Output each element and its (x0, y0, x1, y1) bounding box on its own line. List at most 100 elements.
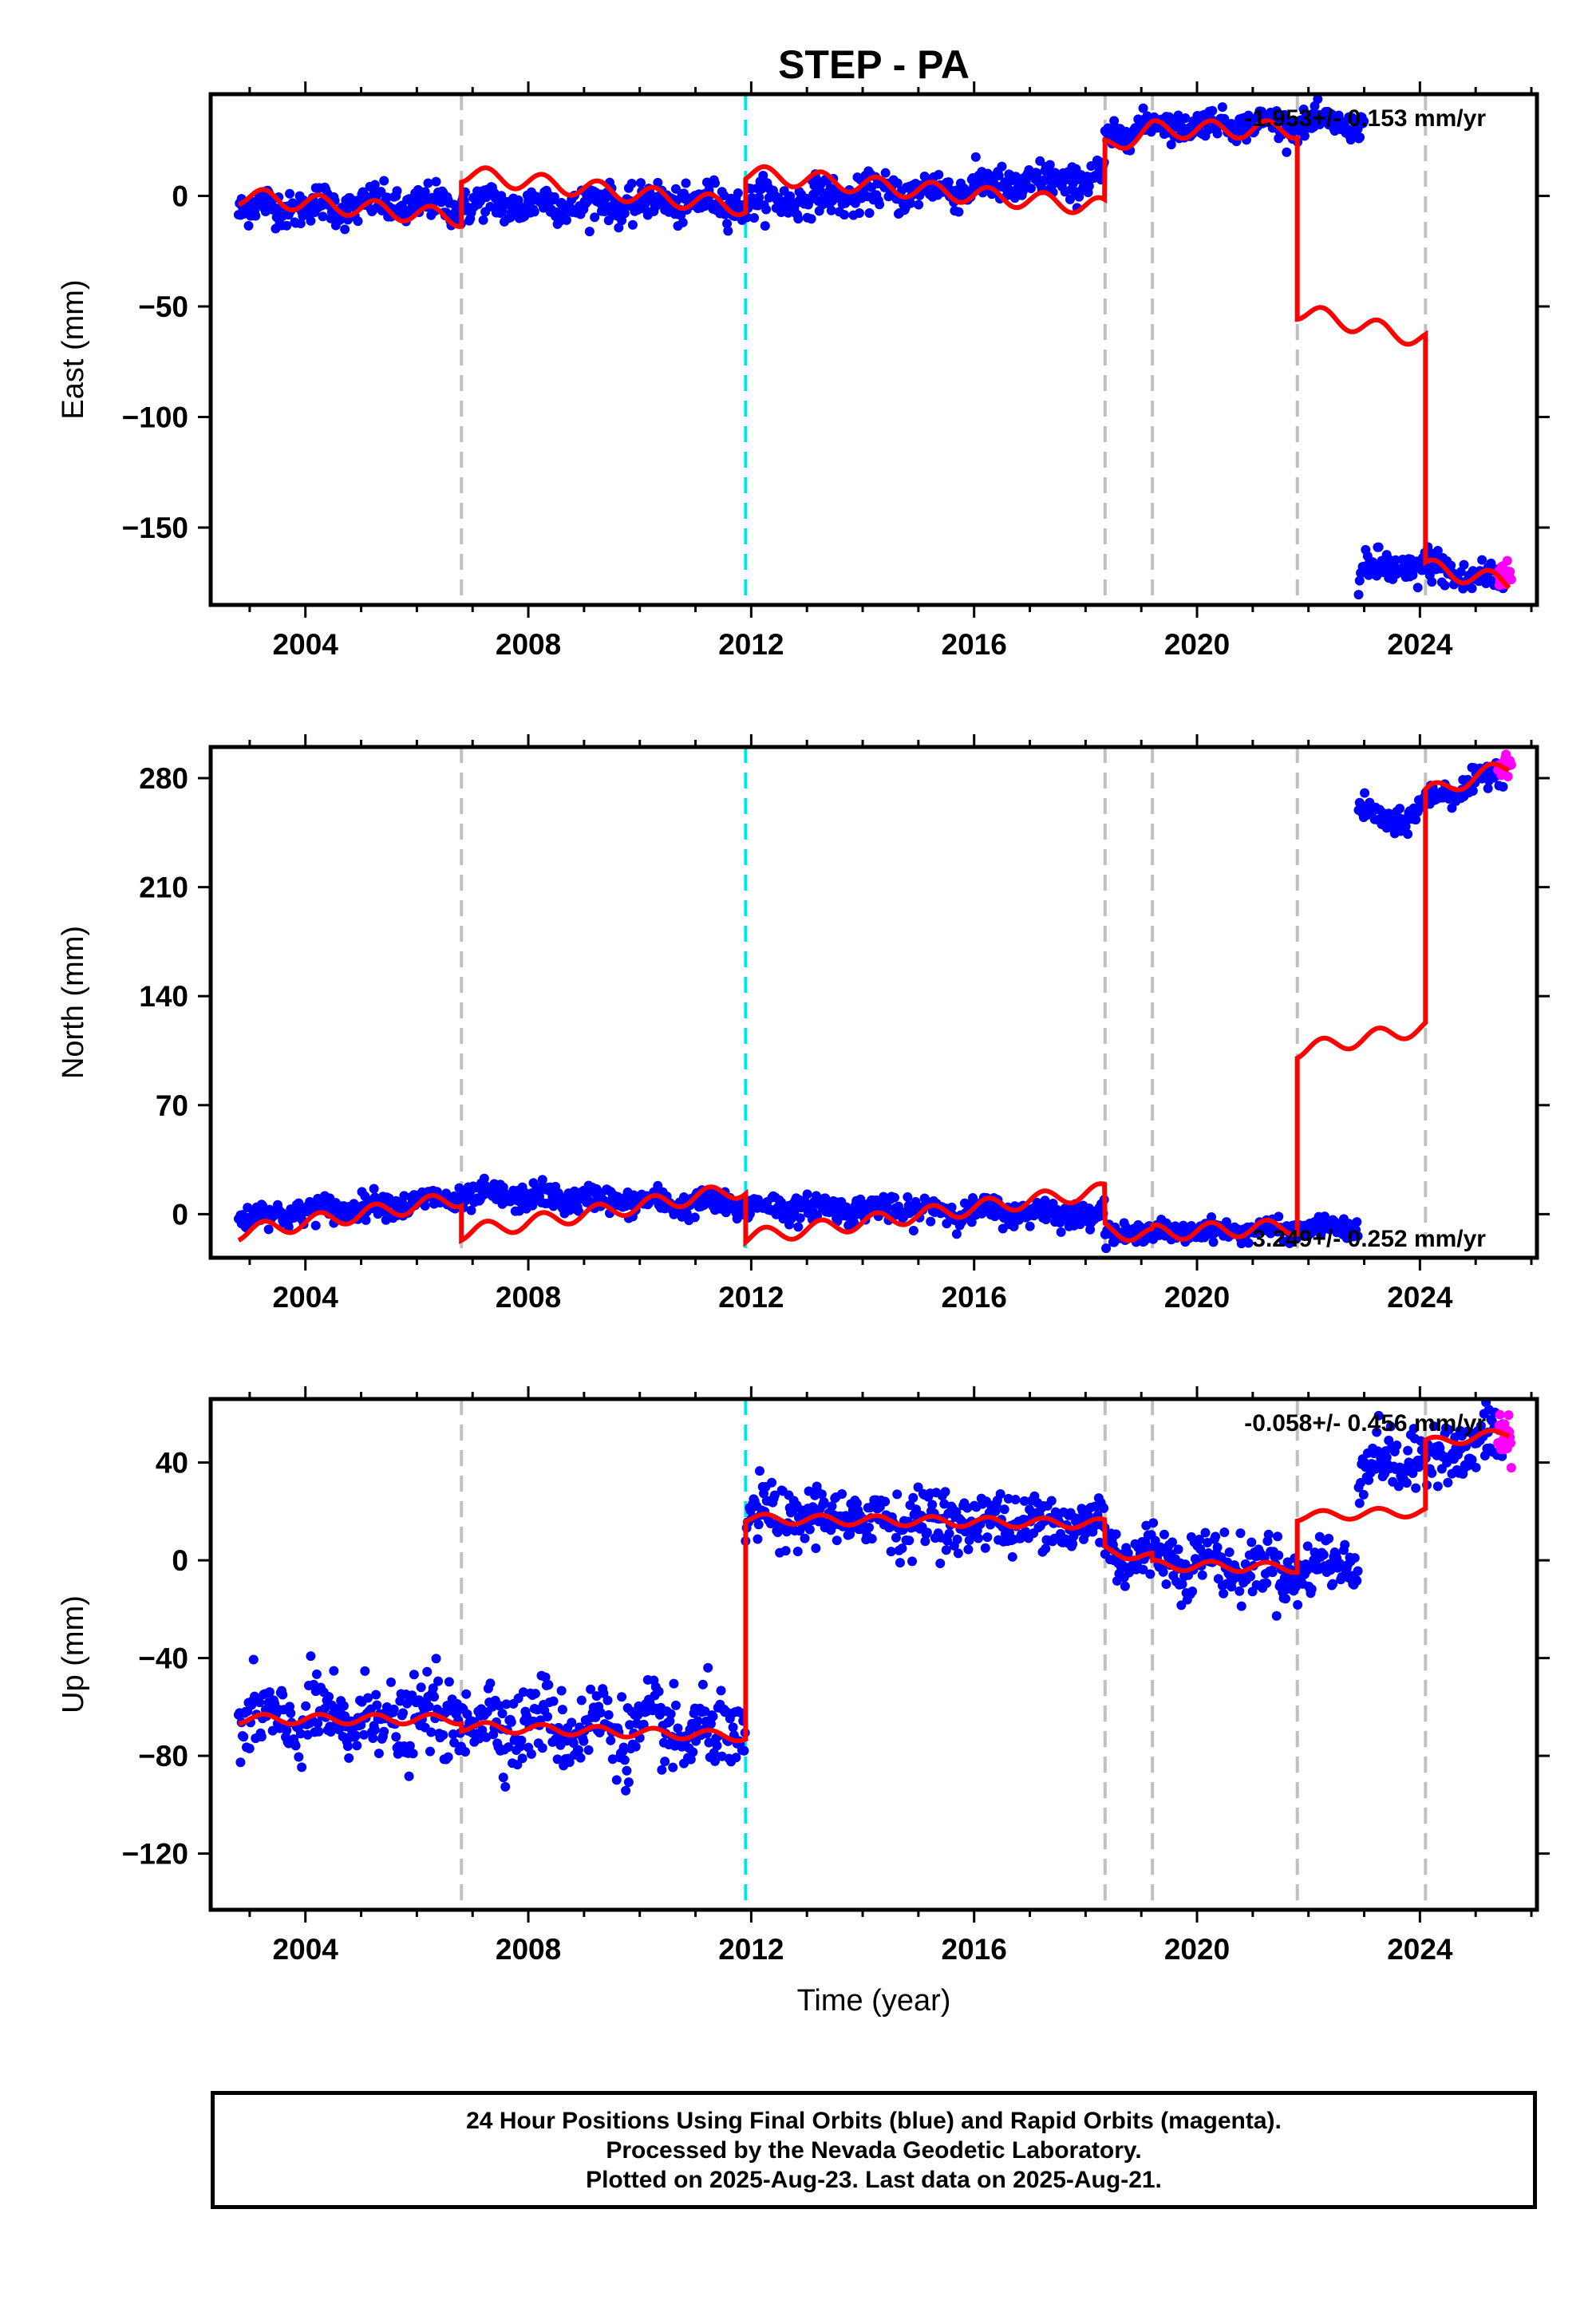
data-point (1391, 555, 1401, 565)
data-point (1471, 1462, 1481, 1472)
data-point (942, 1535, 953, 1546)
data-point (997, 161, 1007, 172)
y-tick-label: 70 (156, 1089, 188, 1122)
data-point (920, 1536, 930, 1547)
data-point (941, 1545, 951, 1555)
data-point (966, 1217, 977, 1227)
data-point (549, 192, 559, 202)
data-point (953, 1548, 963, 1559)
data-point (819, 1496, 829, 1507)
data-point (826, 205, 836, 215)
data-point (1099, 1503, 1109, 1513)
data-point (479, 1173, 489, 1184)
data-point (1109, 116, 1120, 126)
data-point (1068, 179, 1078, 189)
data-point (449, 1737, 460, 1748)
data-point (283, 1222, 294, 1232)
data-point (1120, 1581, 1130, 1591)
y-tick-label: 40 (156, 1447, 188, 1480)
data-point (1506, 575, 1516, 585)
data-point (1505, 567, 1515, 577)
data-point (595, 1708, 606, 1718)
data-point (1262, 1578, 1272, 1588)
data-point (697, 1679, 708, 1690)
data-point (373, 1749, 384, 1759)
data-point (907, 1556, 918, 1567)
data-point (426, 1727, 437, 1737)
data-point (379, 1726, 389, 1737)
data-point (999, 1504, 1009, 1515)
data-point (1432, 546, 1443, 556)
data-point (974, 1533, 984, 1543)
data-point (1293, 1599, 1303, 1610)
y-tick-label: −100 (122, 401, 188, 434)
data-point (359, 1729, 369, 1740)
final-orbit-points (233, 757, 1508, 1254)
data-point (1395, 804, 1405, 814)
data-point (1328, 1579, 1338, 1589)
panel-north: 2004 2008 2012 2016 2020 2024 0 70 140 210 280 Nort… (57, 734, 1550, 1314)
data-point (944, 1528, 954, 1539)
data-point (301, 1701, 311, 1711)
data-point (1224, 1547, 1235, 1557)
data-point (1068, 1539, 1078, 1549)
data-point (995, 1489, 1005, 1500)
y-axis-label: Up (mm) (57, 1595, 90, 1713)
data-point (758, 170, 768, 180)
y-axis-label: North (mm) (57, 926, 90, 1079)
data-point (496, 191, 507, 201)
data-point (689, 1212, 700, 1223)
data-point (904, 1535, 915, 1546)
data-point (584, 227, 595, 237)
panel-up: 2004 2008 2012 2016 2020 2024 40 0 −40 −80 −120 Up … (57, 1386, 1550, 2018)
data-point (1381, 1452, 1392, 1463)
data-point (889, 1192, 899, 1203)
data-point (1217, 102, 1227, 113)
data-point (886, 1547, 896, 1557)
data-point (1334, 1559, 1345, 1569)
data-point (1197, 1570, 1207, 1580)
data-point (927, 1500, 938, 1510)
data-point (914, 200, 924, 210)
data-point (795, 1213, 805, 1223)
data-point (583, 1745, 594, 1755)
data-point (665, 1716, 675, 1726)
data-point (1150, 1535, 1160, 1546)
data-point (311, 1669, 322, 1679)
data-point (251, 211, 261, 221)
data-point (668, 1762, 678, 1773)
data-point (1427, 1468, 1437, 1478)
data-point (761, 204, 772, 215)
data-point (574, 1745, 584, 1755)
data-point (416, 1682, 426, 1693)
footer-line-3: Plotted on 2025-Aug-23. Last data on 202… (586, 2166, 1162, 2193)
data-point (424, 1701, 434, 1712)
data-point (243, 220, 254, 231)
data-point (942, 1219, 952, 1229)
data-point (1148, 1518, 1159, 1528)
data-point (854, 207, 864, 218)
data-point (906, 198, 916, 208)
data-point (1040, 1196, 1050, 1206)
data-point (506, 1717, 516, 1727)
x-tick-label: 2020 (1164, 628, 1230, 661)
data-point (804, 1524, 815, 1535)
x-tick-label: 2004 (273, 628, 339, 661)
data-point (548, 1696, 559, 1706)
data-point (1506, 1463, 1516, 1473)
data-point (398, 1708, 409, 1718)
data-point (749, 213, 760, 223)
data-point (444, 1677, 454, 1687)
data-point (1159, 1529, 1169, 1539)
data-point (1274, 1550, 1284, 1560)
data-point (368, 1733, 378, 1743)
model-line (237, 761, 1511, 1247)
data-point (598, 1688, 609, 1698)
data-point (666, 1709, 676, 1719)
y-tick-label: 210 (139, 871, 188, 904)
data-point (1401, 1478, 1412, 1488)
data-point (529, 207, 539, 217)
data-point (1243, 1238, 1254, 1248)
data-point (248, 1654, 259, 1665)
